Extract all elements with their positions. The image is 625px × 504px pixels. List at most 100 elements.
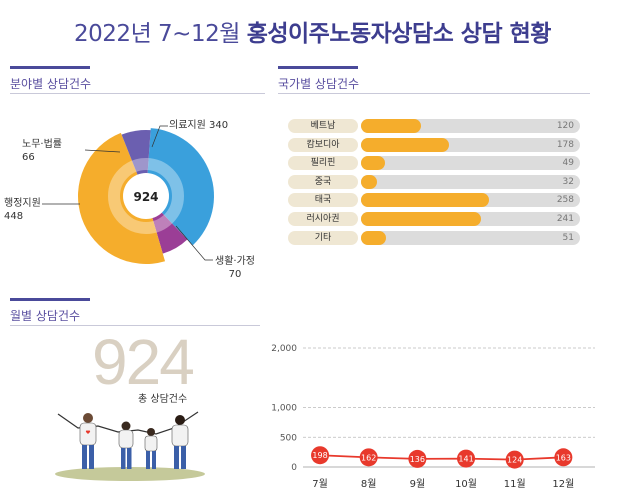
section-divider: [10, 93, 265, 94]
section-bar: [278, 66, 358, 69]
pie-label-admin: 행정지원 448: [4, 197, 41, 223]
y-tick-label: 500: [280, 433, 297, 443]
section-field-heading: 분야별 상담건수: [10, 66, 92, 92]
country-value-label: 32: [562, 176, 574, 187]
title-period: 2022년 7~12월: [74, 21, 240, 47]
country-bar-track: 258: [361, 193, 580, 208]
monthly-total-number: 924: [92, 326, 195, 398]
country-value-label: 258: [556, 195, 574, 206]
country-bar: [361, 137, 450, 152]
country-row: 기타 51: [288, 230, 580, 245]
ground-shape: [55, 467, 205, 481]
monthly-point: [311, 446, 330, 465]
title-main: 홍성이주노동자상담소 상담 현황: [246, 21, 552, 47]
section-bar: [10, 66, 90, 69]
country-bar: [361, 174, 377, 189]
country-row: 중국 32: [288, 174, 580, 189]
country-value-label: 120: [556, 121, 574, 131]
pie-label-life: 생활·가정 70: [215, 255, 255, 281]
pie-label-medical: 의료지원 340: [169, 119, 228, 132]
section-country-label: 국가별 상담건수: [278, 77, 360, 91]
section-bar: [10, 298, 90, 301]
leader-life: [175, 225, 213, 261]
country-name-pill: 중국: [288, 174, 358, 189]
monthly-line-chart: 0 500 1,000 2,000 7월 8월 9월 10월 11월 12월 198 162 136…: [271, 344, 595, 490]
person-2: [118, 421, 134, 469]
country-row: 캄보디아 178: [288, 137, 580, 152]
country-bar-track: 241: [361, 212, 580, 226]
pie-label-life-value: 70: [228, 269, 242, 280]
pie-slice-medical: [146, 128, 215, 246]
x-tick-label: 11월: [504, 478, 526, 490]
country-name-pill: 러시아권: [288, 212, 358, 226]
country-row: 러시아권 241: [288, 212, 580, 226]
monthly-point: [505, 450, 524, 469]
monthly-point-label: 162: [361, 453, 376, 462]
monthly-point-label: 141: [458, 455, 473, 464]
pie-label-medical-name: 의료지원: [169, 120, 206, 131]
x-tick-label: 10월: [455, 478, 477, 490]
monthly-point-label: 124: [507, 456, 522, 465]
monthly-point: [359, 448, 378, 467]
country-bar-track: 51: [361, 230, 580, 245]
person-1: [79, 413, 97, 469]
country-value-label: 178: [556, 139, 574, 150]
x-tick-label: 12월: [552, 478, 574, 490]
pie-label-medical-value: 340: [209, 120, 229, 131]
country-bar: [361, 230, 387, 245]
country-bar-track: 32: [361, 174, 580, 189]
country-row: 필리핀 49: [288, 156, 580, 171]
pie-label-labor-value: 66: [22, 152, 35, 163]
pie-inner-ring: [108, 158, 184, 234]
country-name-pill: 필리핀: [288, 156, 358, 171]
person-4: [171, 415, 189, 469]
pie-center-total: 924: [133, 190, 158, 204]
monthly-total-label: 총 상담건수: [138, 394, 188, 405]
country-value-label: 241: [556, 214, 574, 224]
country-name-pill: 기타: [288, 230, 358, 245]
monthly-point-label: 198: [312, 451, 327, 460]
person-3: [144, 428, 158, 469]
people-illustration: [55, 411, 205, 481]
pie-label-labor-name: 노무·법률: [22, 139, 62, 150]
country-value-label: 51: [562, 232, 574, 243]
country-bar: [361, 156, 386, 171]
y-tick-label: 1,000: [271, 404, 297, 414]
pie-label-life-name: 생활·가정: [215, 256, 255, 267]
page-title: 2022년 7~12월 홍성이주노동자상담소 상담 현황: [0, 14, 625, 48]
x-tick-label: 7월: [312, 478, 328, 490]
country-name-pill: 베트남: [288, 119, 358, 133]
monthly-point-label: 163: [556, 453, 571, 462]
x-tick-label: 8월: [361, 478, 377, 490]
country-bar: [361, 212, 481, 226]
section-monthly-label: 월별 상담건수: [10, 309, 81, 323]
pie-label-admin-name: 행정지원: [4, 198, 41, 209]
leader-medical: [151, 125, 168, 148]
pie-label-admin-value: 448: [4, 211, 24, 222]
monthly-point-label: 136: [410, 455, 425, 464]
country-bar: [361, 119, 421, 133]
section-divider: [10, 325, 260, 326]
section-monthly-heading: 월별 상담건수: [10, 298, 90, 324]
section-divider: [278, 93, 590, 94]
country-bar-track: 49: [361, 156, 580, 171]
monthly-point: [457, 449, 476, 468]
x-tick-label: 9월: [410, 478, 426, 490]
section-country-heading: 국가별 상담건수: [278, 66, 360, 92]
monthly-series-line: [319, 454, 564, 461]
country-row: 베트남 120: [288, 119, 580, 133]
pie-center-hole: [123, 173, 169, 219]
country-row: 태국 258: [288, 193, 580, 208]
country-value-label: 49: [562, 158, 574, 169]
section-field-label: 분야별 상담건수: [10, 77, 92, 91]
y-tick-label: 0: [291, 463, 297, 473]
monthly-point: [408, 449, 427, 468]
country-name-pill: 캄보디아: [288, 137, 358, 152]
country-bar-track: 120: [361, 119, 580, 133]
y-tick-label: 2,000: [271, 344, 297, 354]
country-bar-track: 178: [361, 137, 580, 152]
monthly-point: [554, 448, 573, 467]
pie-label-labor: 노무·법률 66: [22, 138, 62, 164]
leader-labor: [84, 149, 121, 153]
